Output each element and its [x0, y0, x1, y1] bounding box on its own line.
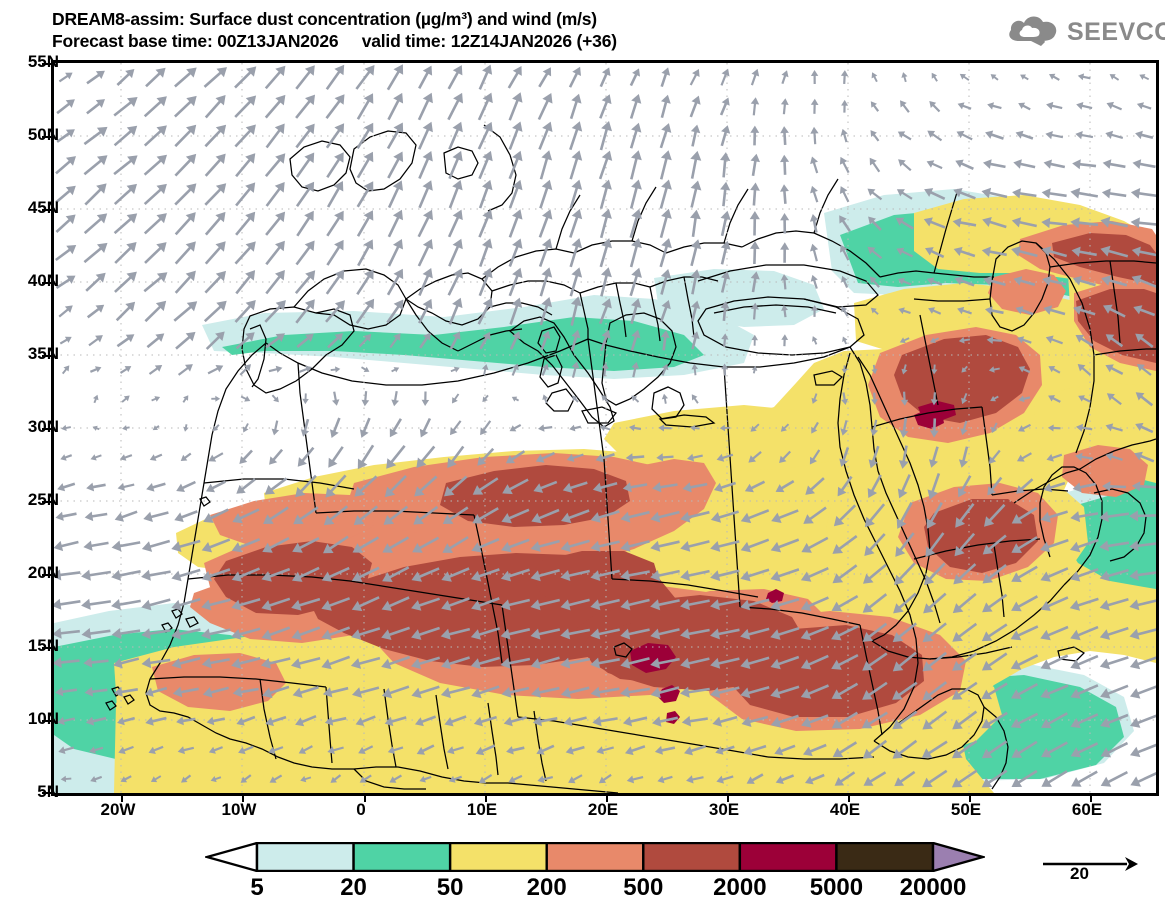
colorbar-tick-label: 20000 — [900, 874, 967, 902]
y-tick-label: 40N — [0, 271, 59, 291]
map-plot-area — [51, 60, 1159, 796]
colorbar-tick-label: 5000 — [810, 874, 863, 902]
y-tick-label: 25N — [0, 490, 59, 510]
page-title: DREAM8-assim: Surface dust concentration… — [52, 9, 597, 30]
y-tick-label: 50N — [0, 125, 59, 145]
colorbar-tick-label: 2000 — [713, 874, 766, 902]
colorbar-tick-label: 200 — [527, 874, 567, 902]
y-tick-label: 20N — [0, 563, 59, 583]
y-tick-label: 15N — [0, 636, 59, 656]
colorbar-area: 5 20 50 200 500 2000 5000 20000 20 — [0, 838, 1165, 908]
x-tick-label: 30E — [709, 800, 739, 820]
x-tick-label: 0 — [356, 800, 365, 820]
x-tick-label: 10E — [467, 800, 497, 820]
seevccc-logo: SEEVCCC — [1005, 10, 1157, 52]
y-tick-label: 10N — [0, 709, 59, 729]
y-tick-label: 35N — [0, 344, 59, 364]
y-tick-label: 45N — [0, 198, 59, 218]
x-tick-label: 40E — [830, 800, 860, 820]
chart-header: DREAM8-assim: Surface dust concentration… — [0, 0, 1165, 58]
x-tick-label: 50E — [951, 800, 981, 820]
logo-text: SEEVCCC — [1067, 18, 1165, 47]
x-tick-label: 60E — [1072, 800, 1102, 820]
wind-scale-value: 20 — [1070, 864, 1089, 884]
colorbar-tick-label: 50 — [437, 874, 464, 902]
dust-concentration-map — [54, 63, 1156, 793]
y-tick-label: 5N — [0, 782, 59, 802]
x-tick-label: 10W — [222, 800, 257, 820]
dust-concentration-colorbar — [205, 842, 985, 872]
wind-scale-key — [1035, 846, 1145, 892]
colorbar-tick-label: 500 — [623, 874, 663, 902]
y-tick-label: 30N — [0, 417, 59, 437]
y-tick-label: 55N — [0, 52, 59, 72]
x-tick-label: 20W — [101, 800, 136, 820]
cloud-icon — [1005, 10, 1065, 50]
colorbar-tick-label: 5 — [250, 874, 263, 902]
page-subtitle: Forecast base time: 00Z13JAN2026 valid t… — [52, 31, 617, 52]
x-tick-label: 20E — [588, 800, 618, 820]
colorbar-tick-label: 20 — [340, 874, 367, 902]
